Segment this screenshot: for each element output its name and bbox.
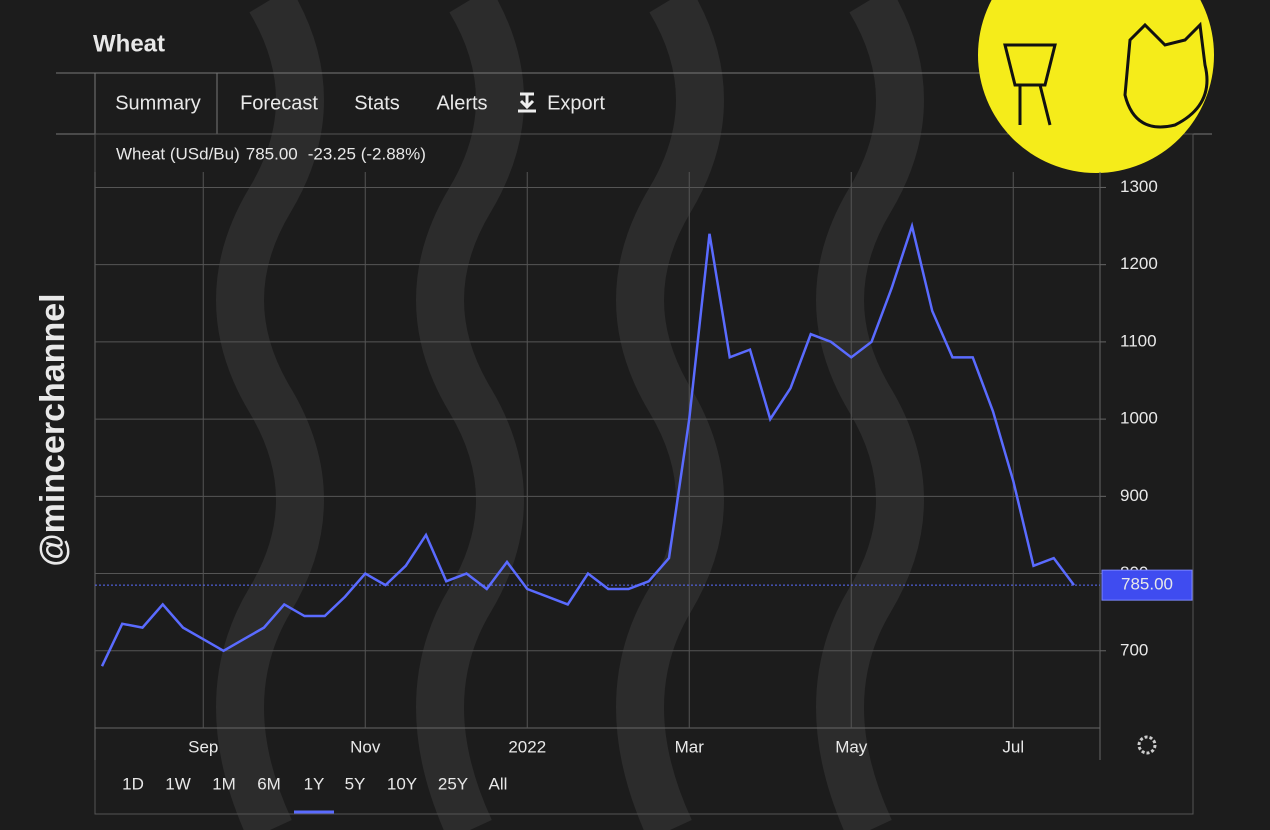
watermark: @mincerchannel [34,293,72,566]
y-tick-label: 1100 [1120,331,1157,350]
y-tick-label: 1000 [1120,409,1158,428]
price-line [100,221,1076,667]
logo-drawing [1003,21,1209,129]
last-price-tag [1101,569,1193,601]
wave-decoration [216,0,924,830]
last-price-label: 785.00 [1121,575,1173,594]
range-button[interactable]: 1M [212,774,236,793]
active-tab [94,72,218,135]
range-button[interactable]: 1W [165,774,191,793]
x-tick-label: Jul [1002,737,1024,756]
range-button[interactable]: All [489,774,508,793]
x-tick-label: May [835,737,868,756]
price: 785.00 [246,144,298,163]
y-tick-label: 700 [1120,640,1148,659]
tab[interactable]: Forecast [240,92,318,114]
x-tick-label: Nov [350,737,381,756]
y-tick-label: 900 [1120,486,1148,505]
y-tick-label: 1300 [1120,177,1158,196]
price-change: -23.25 (-2.88%) [308,144,426,163]
title: Wheat [93,30,165,57]
range-button[interactable]: 10Y [387,774,417,793]
range-button[interactable]: 5Y [345,774,366,793]
tab[interactable]: Alerts [436,92,487,114]
x-tick-label: Mar [675,737,705,756]
range-button[interactable]: 6M [257,774,281,793]
x-tick-label: 2022 [508,737,546,756]
y-tick-label: 1200 [1120,254,1158,273]
range-button[interactable]: 25Y [438,774,468,793]
export-icon [518,92,536,113]
tab[interactable]: Summary [115,92,201,114]
x-tick-label: Sep [188,737,218,756]
series-name: Wheat (USd/Bu) [116,144,240,163]
logo [978,0,1214,173]
tab[interactable]: Export [547,92,605,114]
settings-icon[interactable] [1137,735,1157,755]
range-button[interactable]: 1Y [304,774,325,793]
tab[interactable]: Stats [354,92,400,114]
range-button[interactable]: 1D [122,774,144,793]
